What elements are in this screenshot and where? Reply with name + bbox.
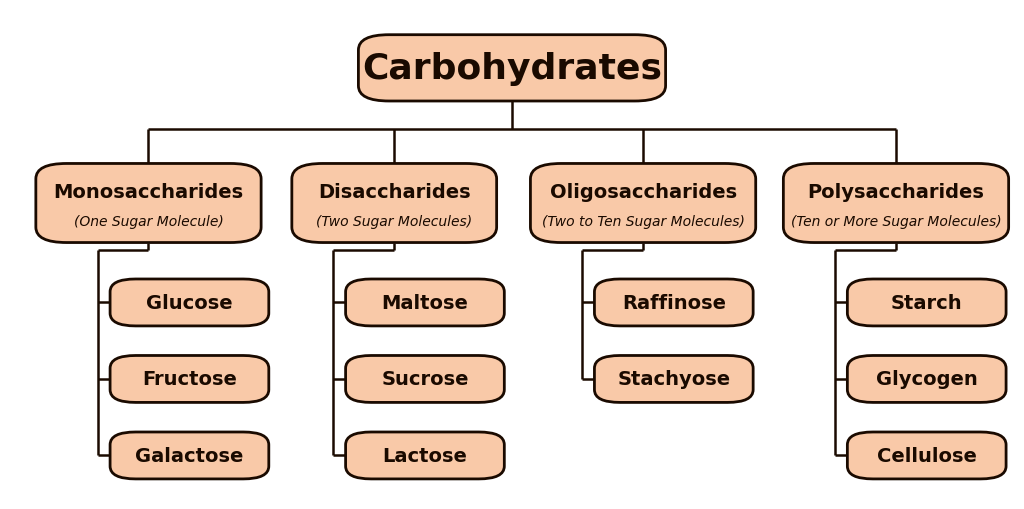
FancyBboxPatch shape (36, 164, 261, 243)
Text: (Ten or More Sugar Molecules): (Ten or More Sugar Molecules) (791, 214, 1001, 229)
FancyBboxPatch shape (111, 356, 268, 403)
Text: Lactose: Lactose (383, 446, 467, 465)
Text: Galactose: Galactose (135, 446, 244, 465)
Text: Oligosaccharides: Oligosaccharides (550, 183, 736, 202)
Text: Glucose: Glucose (146, 293, 232, 313)
FancyBboxPatch shape (848, 432, 1006, 479)
FancyBboxPatch shape (848, 356, 1006, 403)
Text: Fructose: Fructose (142, 370, 237, 389)
FancyBboxPatch shape (292, 164, 497, 243)
FancyBboxPatch shape (345, 432, 504, 479)
Text: (Two Sugar Molecules): (Two Sugar Molecules) (316, 214, 472, 229)
Text: (Two to Ten Sugar Molecules): (Two to Ten Sugar Molecules) (542, 214, 744, 229)
Text: Polysaccharides: Polysaccharides (808, 183, 984, 202)
FancyBboxPatch shape (111, 279, 268, 326)
Text: Maltose: Maltose (382, 293, 468, 313)
Text: Carbohydrates: Carbohydrates (362, 52, 662, 86)
Text: Stachyose: Stachyose (617, 370, 730, 389)
Text: Sucrose: Sucrose (381, 370, 469, 389)
FancyBboxPatch shape (594, 279, 754, 326)
Text: Glycogen: Glycogen (876, 370, 978, 389)
FancyBboxPatch shape (783, 164, 1009, 243)
Text: (One Sugar Molecule): (One Sugar Molecule) (74, 214, 223, 229)
Text: Starch: Starch (891, 293, 963, 313)
FancyBboxPatch shape (345, 356, 504, 403)
FancyBboxPatch shape (111, 432, 268, 479)
Text: Raffinose: Raffinose (622, 293, 726, 313)
FancyBboxPatch shape (530, 164, 756, 243)
FancyBboxPatch shape (358, 36, 666, 102)
FancyBboxPatch shape (345, 279, 504, 326)
FancyBboxPatch shape (848, 279, 1006, 326)
Text: Disaccharides: Disaccharides (317, 183, 471, 202)
Text: Cellulose: Cellulose (877, 446, 977, 465)
Text: Monosaccharides: Monosaccharides (53, 183, 244, 202)
FancyBboxPatch shape (594, 356, 754, 403)
